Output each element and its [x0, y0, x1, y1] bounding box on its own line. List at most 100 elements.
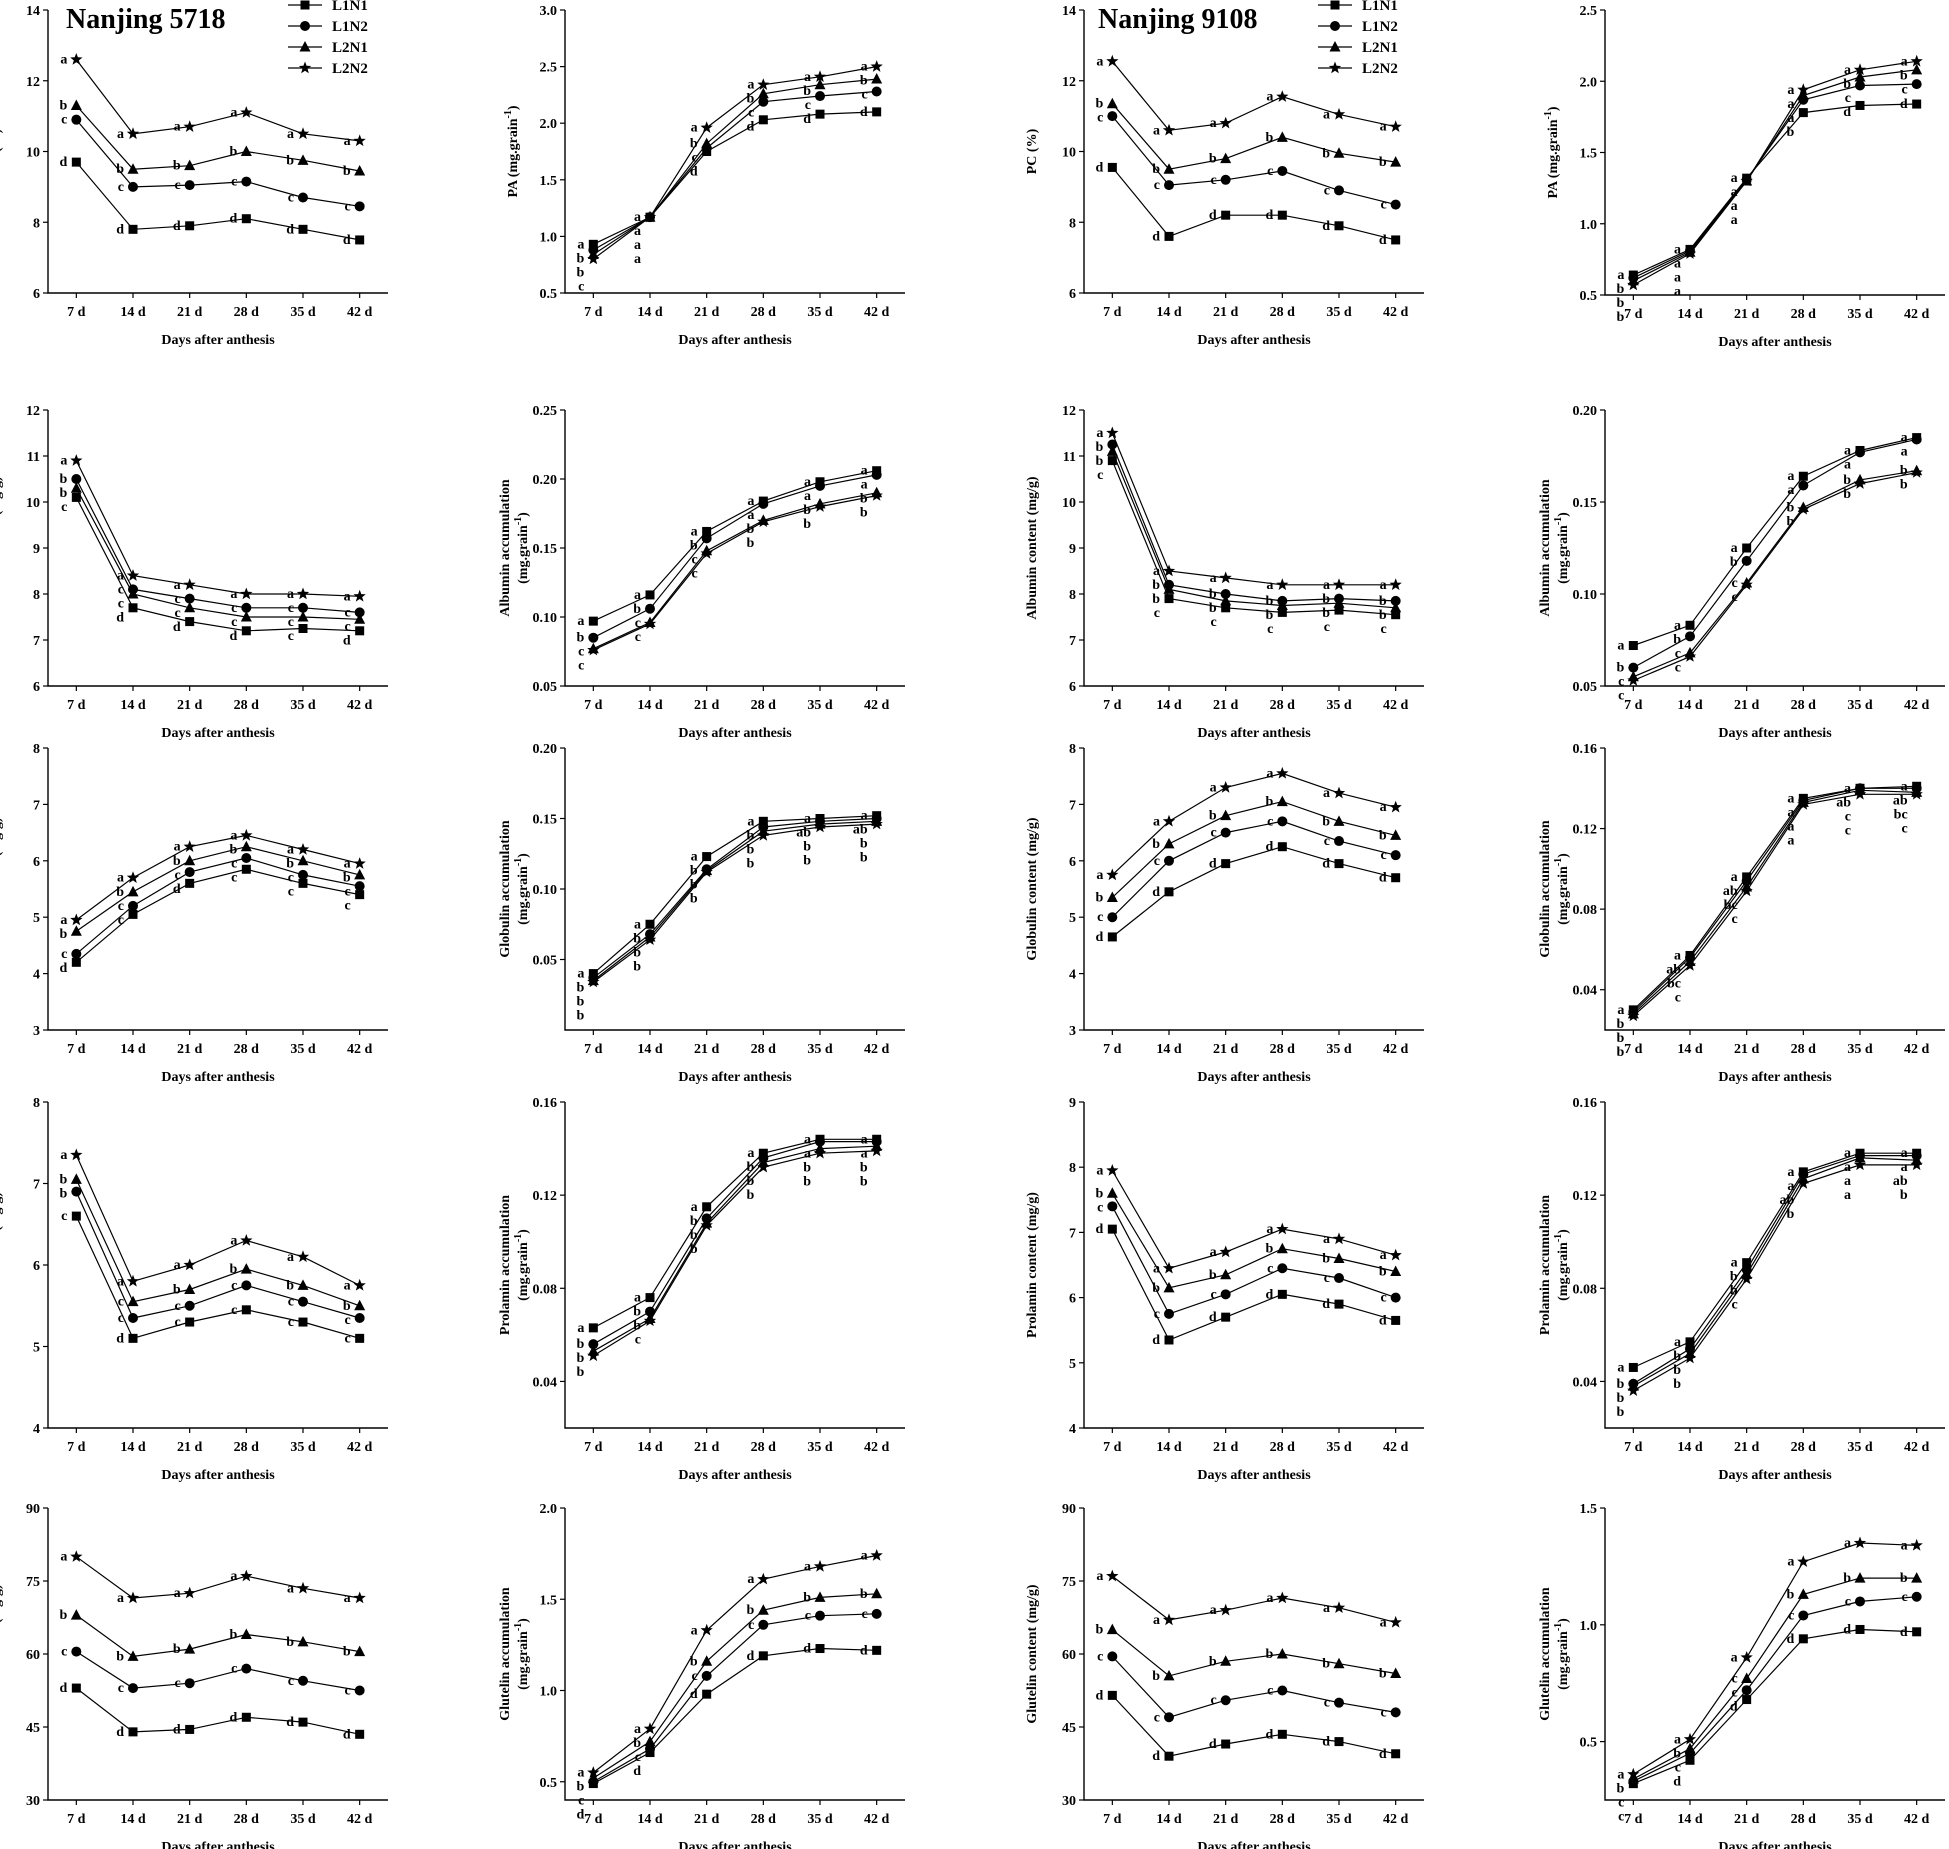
data-point — [1106, 445, 1118, 456]
significance-letter: a — [1266, 1222, 1273, 1237]
significance-letter: c — [1210, 1693, 1216, 1708]
data-point — [1220, 827, 1231, 838]
series-l1n1 — [1628, 99, 1922, 280]
data-point — [1685, 620, 1695, 630]
data-point — [645, 603, 655, 614]
data-point — [355, 1333, 365, 1343]
significance-letter: c — [1210, 615, 1216, 630]
y-tick-label: 0.10 — [533, 611, 558, 626]
significance-letter: ab — [853, 823, 868, 838]
significance-letter: a — [747, 494, 754, 509]
significance-letter: d — [1379, 871, 1387, 886]
data-point — [1627, 1384, 1640, 1396]
y-tick-label: 4 — [33, 1422, 40, 1437]
y-tick-label: 10 — [1062, 496, 1076, 511]
data-point — [1334, 1299, 1344, 1309]
axis-lines — [1604, 1508, 1945, 1801]
significance-letter: d — [230, 629, 238, 644]
x-tick-label: 21 d — [1734, 1042, 1760, 1057]
significance-letter: c — [118, 1295, 124, 1310]
series-l2n1 — [587, 486, 883, 654]
significance-letter: a — [861, 60, 868, 75]
significance-letter: a — [1153, 123, 1160, 138]
data-point — [587, 1772, 599, 1783]
series-l1n2 — [1628, 79, 1922, 283]
y-tick-label: 8 — [1069, 216, 1076, 231]
chart-panel-6: 0.05 0.10 0.15 0.20 0.25 7 d 14 d 21 d 28 d 35 d 4… — [498, 404, 905, 741]
x-tick-label: 42 d — [347, 1440, 373, 1455]
data-point — [240, 587, 253, 600]
y-tick-label: 90 — [1062, 1502, 1076, 1517]
y-tick-label: 12 — [26, 404, 40, 419]
x-axis-title: Days after anthesis — [1197, 726, 1311, 741]
significance-letter: b — [577, 995, 585, 1010]
data-point — [1276, 1648, 1288, 1659]
data-point — [1106, 54, 1119, 67]
data-point — [1910, 1158, 1923, 1171]
x-axis-title: Days after anthesis — [678, 1468, 792, 1483]
significance-letter: d — [803, 112, 811, 127]
significance-letter: c — [118, 583, 124, 598]
data-point — [1164, 887, 1174, 897]
significance-letter: a — [1674, 242, 1681, 257]
series-line — [1111, 1575, 1396, 1623]
significance-letter: b — [1787, 501, 1795, 516]
data-point — [1333, 815, 1345, 826]
significance-letter: c — [1210, 826, 1216, 841]
series-line — [75, 846, 360, 932]
x-tick-label: 35 d — [1326, 1812, 1352, 1827]
data-point — [70, 53, 83, 65]
data-point — [1389, 578, 1402, 591]
series-line — [593, 495, 877, 651]
significance-letter: c — [1731, 912, 1737, 927]
y-tick-label: 0.16 — [1573, 742, 1598, 757]
significance-letter: a — [1844, 457, 1851, 472]
data-point — [1162, 1261, 1176, 1274]
significance-letter: c — [118, 913, 124, 928]
data-point — [815, 109, 825, 119]
significance-letter: a — [1901, 54, 1908, 69]
data-point — [71, 114, 82, 125]
x-tick-label: 7 d — [1103, 698, 1122, 713]
data-point — [1390, 850, 1401, 861]
significance-letter: a — [861, 464, 868, 479]
data-point — [1628, 641, 1638, 651]
data-point — [241, 602, 252, 613]
data-point — [1277, 1263, 1288, 1274]
series-line — [593, 1138, 877, 1329]
significance-letter: a — [1210, 571, 1217, 586]
significance-letter: c — [231, 856, 237, 871]
chart-panel-17: 30 45 60 75 90 7 d 14 d 21 d 28 d 35 d 42 d Days af… — [0, 1502, 388, 1849]
legend-label: L1N2 — [332, 19, 368, 35]
significance-letter: d — [1266, 1727, 1274, 1742]
significance-letter: a — [634, 210, 641, 225]
significance-letter: b — [1617, 296, 1625, 311]
data-point — [1220, 594, 1232, 606]
significance-letter: a — [1787, 111, 1794, 126]
significance-letter: b — [860, 74, 868, 89]
y-tick-label: 0.20 — [533, 473, 558, 488]
y-tick-label: 10 — [1062, 146, 1076, 161]
data-point — [71, 957, 81, 967]
significance-letter: d — [286, 222, 294, 237]
significance-letter: c — [635, 1333, 641, 1348]
x-tick-label: 35 d — [1847, 307, 1873, 322]
y-tick-label: 2.0 — [540, 1502, 558, 1517]
series-line — [1633, 438, 1917, 669]
series-l2n1 — [1627, 1572, 1923, 1784]
chart-panel-13: 4 5 6 7 8 7 d 14 d 21 d 28 d 35 d 42 d Days after a… — [0, 1096, 388, 1483]
x-tick-label: 42 d — [1904, 1440, 1930, 1455]
data-point — [1854, 70, 1866, 82]
significance-letter: b — [1096, 454, 1104, 469]
x-axis-title: Days after anthesis — [1197, 1468, 1311, 1483]
significance-letter: c — [231, 175, 237, 190]
data-point — [240, 828, 253, 841]
significance-letter: b — [286, 153, 294, 168]
significance-letter: a — [804, 70, 811, 85]
series-line — [75, 460, 360, 597]
significance-letter: b — [1209, 152, 1217, 167]
significance-letter: a — [1731, 199, 1738, 214]
significance-letter: a — [1787, 833, 1794, 848]
data-point — [298, 1296, 308, 1307]
data-point — [355, 626, 365, 636]
